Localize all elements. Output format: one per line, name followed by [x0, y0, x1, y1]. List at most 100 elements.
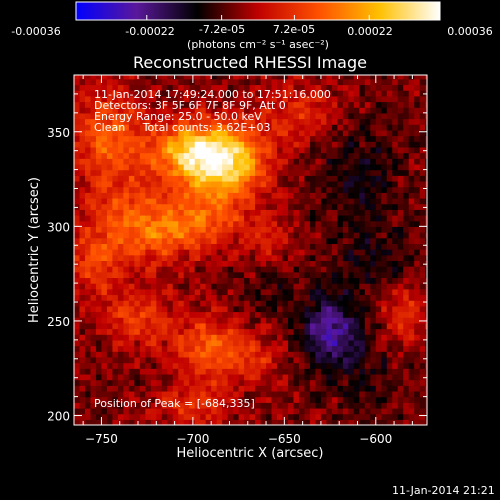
heatmap-cell	[277, 124, 284, 131]
heatmap-cell	[342, 254, 349, 262]
heatmap-cell	[123, 373, 130, 381]
heatmap-cell	[315, 141, 322, 148]
heatmap-cell	[189, 192, 196, 199]
heatmap-cell	[408, 158, 415, 165]
heatmap-cell	[90, 141, 97, 148]
heatmap-cell	[227, 379, 234, 386]
heatmap-cell	[375, 334, 382, 341]
heatmap-cell	[134, 322, 141, 330]
heatmap-cell	[244, 266, 251, 273]
heatmap-cell	[183, 351, 190, 358]
heatmap-cell	[370, 226, 377, 233]
heatmap-cell	[145, 78, 152, 86]
heatmap-cell	[106, 118, 114, 125]
heatmap-cell	[386, 266, 393, 273]
heatmap-cell	[216, 294, 223, 301]
heatmap-cell	[145, 135, 152, 142]
heatmap-cell	[370, 385, 377, 392]
heatmap-cell	[348, 141, 355, 148]
heatmap-cell	[84, 373, 92, 381]
plot-timestamp: 11-Jan-2014 21:21	[392, 484, 495, 497]
heatmap-cell	[167, 95, 174, 103]
heatmap-cell	[359, 95, 366, 103]
heatmap-cell	[414, 237, 421, 244]
heatmap-cell	[194, 232, 201, 239]
heatmap-cell	[271, 215, 278, 222]
heatmap-cell	[315, 169, 322, 176]
heatmap-cell	[260, 283, 267, 290]
heatmap-cell	[178, 260, 185, 267]
heatmap-cell	[211, 283, 218, 290]
heatmap-cell	[353, 390, 360, 398]
heatmap-cell	[375, 78, 382, 86]
heatmap-cell	[348, 407, 355, 415]
heatmap-cell	[370, 402, 377, 409]
heatmap-cell	[342, 362, 349, 369]
heatmap-cell	[211, 317, 218, 324]
heatmap-cell	[266, 249, 273, 256]
heatmap-cell	[189, 328, 196, 335]
heatmap-cell	[266, 75, 273, 80]
heatmap-cell	[298, 396, 306, 403]
heatmap-cell	[271, 288, 278, 296]
heatmap-cell	[112, 78, 119, 86]
heatmap-cell	[233, 163, 240, 171]
heatmap-cell	[331, 237, 338, 244]
heatmap-cell	[139, 146, 146, 154]
heatmap-cell	[425, 107, 427, 114]
heatmap-cell	[222, 90, 229, 97]
heatmap-cell	[326, 356, 333, 364]
heatmap-cell	[79, 232, 86, 239]
heatmap-cell	[255, 345, 262, 352]
heatmap-cell	[419, 158, 426, 165]
heatmap-cell	[342, 390, 349, 398]
heatmap-cell	[425, 203, 427, 210]
heatmap-cell	[161, 351, 168, 358]
heatmap-cell	[123, 124, 130, 131]
heatmap-cell	[249, 385, 256, 392]
heatmap-cell	[123, 317, 130, 324]
heatmap-cell	[375, 169, 382, 176]
heatmap-cell	[287, 169, 295, 176]
heatmap-cell	[255, 311, 262, 318]
heatmap-cell	[249, 379, 256, 386]
heatmap-cell	[386, 169, 393, 176]
heatmap-cell	[222, 203, 229, 210]
heatmap-cell	[364, 226, 371, 233]
heatmap-cell	[194, 356, 201, 364]
heatmap-cell	[260, 356, 267, 364]
heatmap-cell	[309, 220, 317, 227]
heatmap-cell	[359, 169, 366, 176]
heatmap-cell	[90, 112, 97, 120]
heatmap-cell	[403, 368, 410, 375]
heatmap-cell	[337, 169, 344, 176]
heatmap-cell	[172, 135, 179, 142]
heatmap-cell	[128, 351, 135, 358]
heatmap-cell	[348, 75, 355, 80]
heatmap-cell	[238, 373, 245, 381]
heatmap-cell	[183, 385, 190, 392]
heatmap-cell	[364, 328, 371, 335]
heatmap-cell	[277, 78, 284, 86]
heatmap-cell	[238, 209, 245, 216]
heatmap-cell	[139, 345, 146, 352]
heatmap-cell	[260, 322, 267, 330]
heatmap-cell	[414, 152, 421, 159]
heatmap-cell	[117, 118, 124, 125]
heatmap-cell	[74, 169, 81, 176]
heatmap-cell	[309, 249, 317, 256]
heatmap-cell	[260, 260, 267, 267]
heatmap-cell	[304, 322, 311, 330]
heatmap-cell	[205, 78, 212, 86]
heatmap-cell	[425, 294, 427, 301]
heatmap-cell	[112, 152, 119, 159]
heatmap-cell	[145, 283, 152, 290]
heatmap-cell	[95, 288, 103, 296]
heatmap-cell	[178, 322, 185, 330]
heatmap-cell	[249, 124, 256, 131]
heatmap-cell	[315, 232, 322, 239]
heatmap-cell	[150, 101, 157, 108]
heatmap-cell	[112, 328, 119, 335]
heatmap-cell	[298, 141, 306, 148]
heatmap-cell	[359, 175, 366, 182]
